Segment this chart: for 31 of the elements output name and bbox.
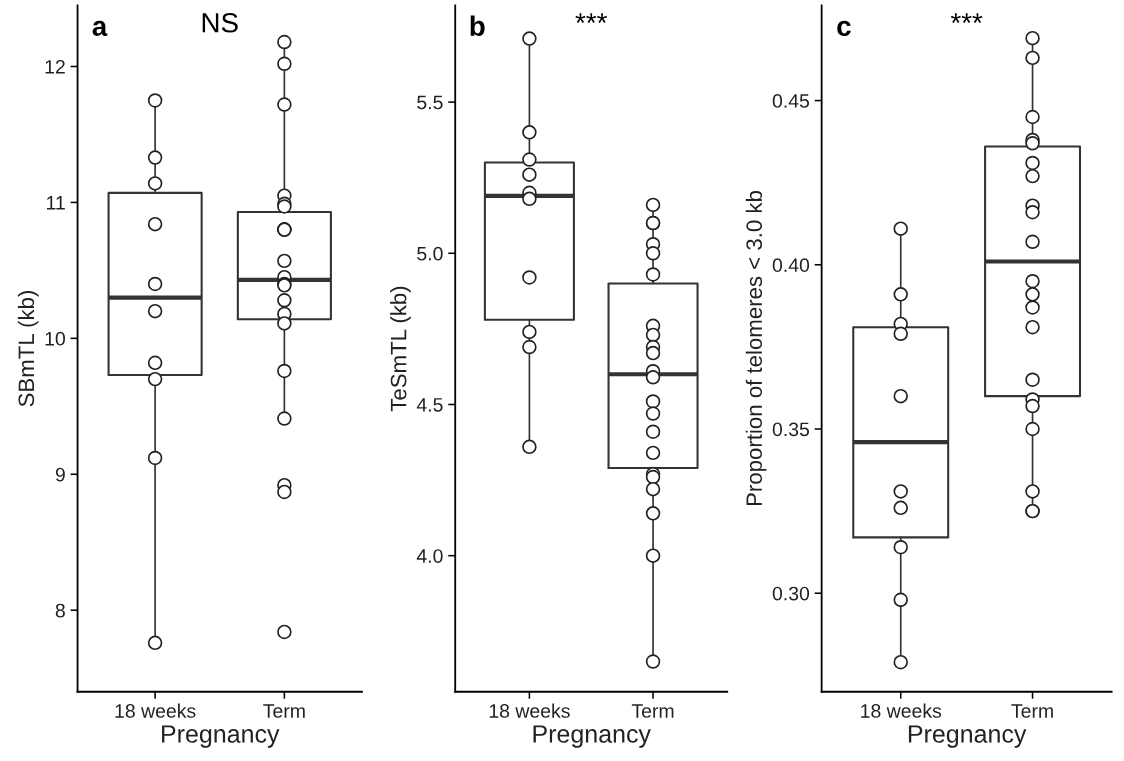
annotation: ***	[575, 13, 607, 23]
y-tick-label: 8	[55, 603, 65, 618]
y-tick-label: 0.35	[772, 422, 810, 437]
chart-title: c	[837, 20, 851, 37]
x-axis-title: Pregnancy	[908, 725, 1027, 748]
y-tick-label: 4.0	[416, 549, 443, 563]
y-axis-title: TeSmTL (kb)	[390, 286, 411, 412]
annotation: NS	[202, 12, 238, 33]
annotation: ***	[950, 13, 983, 23]
y-tick-label: 5.5	[417, 95, 443, 110]
x-tick-label: 18 weeks	[489, 703, 570, 718]
y-tick-label: 0.45	[772, 94, 810, 108]
y-tick-label: 0.30	[772, 586, 810, 601]
x-tick-label: 18 weeks	[861, 703, 942, 718]
y-axis-title: Proportion of telomeres < 3.0 kb	[745, 191, 767, 506]
y-tick-label: 4.5	[416, 398, 443, 412]
x-tick-label: Term	[263, 704, 305, 718]
y-tick-label: 12	[45, 59, 65, 74]
y-axis-title: SBmTL (kb)	[17, 291, 39, 407]
x-tick-label: 18 weeks	[115, 703, 196, 718]
y-tick-label: 0.40	[772, 258, 810, 273]
x-axis-title: Pregnancy	[162, 725, 280, 748]
x-tick-label: Term	[631, 704, 674, 718]
chart-title: a	[92, 20, 108, 37]
y-tick-label: 10	[45, 331, 65, 346]
y-tick-label: 5.0	[417, 246, 443, 261]
x-axis-title: Pregnancy	[533, 725, 651, 748]
x-tick-label: Term	[1011, 704, 1053, 718]
y-tick-label: 9	[55, 467, 65, 482]
y-tick-label: 11	[47, 196, 65, 210]
chart-title: b	[470, 15, 485, 37]
